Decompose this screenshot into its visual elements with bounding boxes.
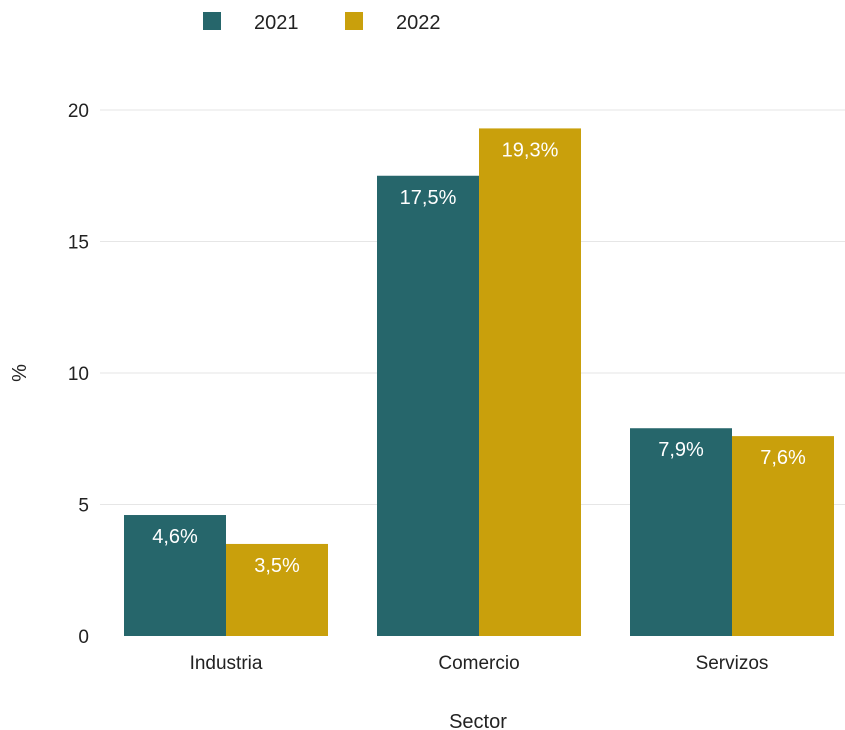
y-tick-label: 20 bbox=[68, 101, 89, 122]
bar-value-label: 3,5% bbox=[254, 555, 300, 577]
legend-swatch-2021 bbox=[203, 12, 221, 30]
y-axis-ticks: 0 5 10 15 20 bbox=[68, 101, 89, 648]
x-tick-label-servizos: Servizos bbox=[696, 653, 769, 674]
y-tick-label: 15 bbox=[68, 233, 89, 254]
bar-value-label: 7,6% bbox=[760, 447, 806, 469]
y-tick-label: 10 bbox=[68, 364, 89, 385]
bar-labels: 4,6% 3,5% 17,5% 19,3% 7,9% 7,6% bbox=[152, 139, 806, 577]
y-axis-title: % bbox=[9, 364, 31, 382]
bar-servizos-2022 bbox=[732, 436, 834, 636]
x-tick-label-industria: Industria bbox=[190, 653, 263, 674]
bar-value-label: 4,6% bbox=[152, 526, 198, 548]
bar-value-label: 7,9% bbox=[658, 439, 704, 461]
bar-comercio-2021 bbox=[377, 175, 479, 636]
bar-value-label: 17,5% bbox=[400, 187, 457, 209]
bar-comercio-2022 bbox=[479, 128, 581, 636]
bars bbox=[124, 128, 834, 636]
bar-industria-2021 bbox=[124, 515, 226, 636]
x-tick-label-comercio: Comercio bbox=[438, 653, 519, 674]
legend-label-2022: 2022 bbox=[396, 12, 441, 34]
y-tick-label: 0 bbox=[78, 627, 89, 648]
bar-value-label: 19,3% bbox=[502, 139, 559, 161]
bar-servizos-2021 bbox=[630, 428, 732, 636]
legend-label-2021: 2021 bbox=[254, 12, 299, 34]
legend-swatch-2022 bbox=[345, 12, 363, 30]
y-tick-label: 5 bbox=[78, 496, 89, 517]
x-axis-ticks: Industria Comercio Servizos bbox=[190, 653, 769, 674]
x-axis-title: Sector bbox=[449, 711, 507, 730]
bar-industria-2022 bbox=[226, 543, 328, 636]
legend: 2021 2022 bbox=[203, 12, 441, 34]
